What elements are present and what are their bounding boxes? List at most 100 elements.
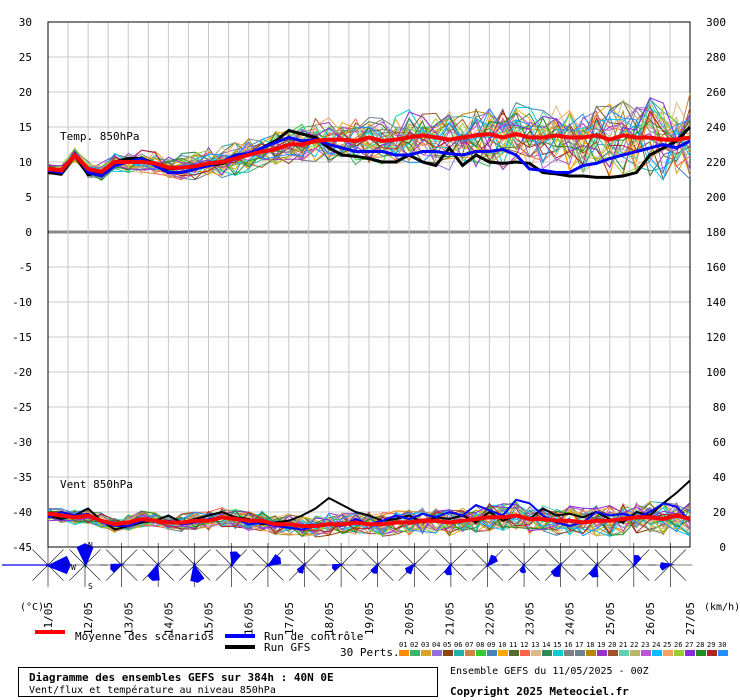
right-tick-label: 0 [719,541,726,554]
right-tick-label: 40 [713,471,726,484]
x-tick-label: 21/05 [443,602,456,635]
rose-spoke [105,549,122,566]
rose-spoke [178,549,195,566]
rose-spoke [157,564,174,581]
rose-spoke [670,564,687,581]
pert-id-label: 06 [454,641,462,649]
temp-control-line [47,135,691,178]
pert-id-label: 29 [707,641,715,649]
rose-petal [659,562,675,571]
temp-mean-line [47,131,691,174]
rose-spoke [84,564,101,581]
rose-spoke [121,564,138,581]
x-tick-label: 27/05 [684,602,697,635]
chart-grid [47,21,691,548]
rose-spoke [47,549,64,566]
rose-spoke [597,564,614,581]
x-tick-label: 22/05 [483,602,496,635]
rose-petal [332,563,345,572]
rose-spoke [654,564,671,581]
pert-id-label: 09 [487,641,495,649]
pert-swatch [696,650,706,656]
rose-spoke [157,549,174,566]
rose-spoke [340,564,357,581]
right-tick-label: 220 [706,156,726,169]
right-tick-label: 140 [706,296,726,309]
wind-rose [392,543,437,587]
pert-swatch [542,650,552,656]
x-tick-label: 12/05 [82,602,95,635]
pert-swatch [509,650,519,656]
gefs-ensemble-chart: 30 25 20 15 10 5 0 -5 -10 -15 -20 -25 -30 -35 -40 -45 30… [2,16,740,659]
x-tick-label: 20/05 [403,602,416,635]
left-tick-label: -40 [12,506,32,519]
pert-swatch [487,650,497,656]
chart-title: Diagramme des ensembles GEFS sur 384h : … [29,671,334,684]
rose-spoke [194,549,211,566]
pert-swatch [520,650,530,656]
legend-mean-label: Moyenne des scénarios [75,630,214,643]
copyright: Copyright 2025 Meteociel.fr [450,685,629,698]
pert-swatch [498,650,508,656]
pert-id-label: 20 [608,641,616,649]
rose-spoke [32,564,49,581]
right-tick-label: 160 [706,261,726,274]
rose-petal [484,554,498,568]
x-tick-label: 19/05 [363,602,376,635]
rose-spoke [633,564,650,581]
legend: Moyenne des scénarios Run de contrôle Ru… [35,630,728,659]
rose-spoke [215,564,232,581]
wind-rose [172,543,217,587]
x-tick-label: 25/05 [604,602,617,635]
rose-spoke [581,549,598,566]
pert-swatch [421,650,431,656]
chart-title-box: Diagramme des ensembles GEFS sur 384h : … [18,667,438,697]
rose-spoke [340,549,357,566]
rose-spoke [414,564,431,581]
x-tick-label: 17/05 [283,602,296,635]
rose-spoke [618,564,635,581]
rose-spoke [361,549,378,566]
rose-petal [190,561,205,583]
perturbation-swatches: 01 02 03 04 05 06 07 08 09 10 11 12 13 14 15 16 17 18 19 20… [399,641,728,656]
rose-petal [404,562,418,575]
rose-spoke [304,564,321,581]
pert-swatch [432,650,442,656]
pert-swatch [674,650,684,656]
pert-swatch [454,650,464,656]
pert-id-label: 26 [674,641,682,649]
left-tick-label: -15 [12,331,32,344]
rose-petal [550,561,563,578]
wind-rose [465,543,510,587]
rose-spoke [654,549,671,566]
rose-petal [76,543,94,569]
x-tick-label: 26/05 [644,602,657,635]
rose-spoke [288,549,305,566]
rose-spoke [560,564,577,581]
temp-pert-line [47,108,691,176]
rose-petal [296,561,307,574]
pert-id-label: 17 [575,641,583,649]
right-tick-label: 180 [706,226,726,239]
axis-tick-labels: 30 25 20 15 10 5 0 -5 -10 -15 -20 -25 -30 -35 -40 -45 30… [12,16,726,554]
pert-id-label: 10 [498,641,506,649]
rose-petal [588,561,599,578]
x-tick-label: 15/05 [203,602,216,635]
wind-rose [355,543,400,587]
rose-spoke [597,549,614,566]
left-tick-label: -5 [19,261,32,274]
pert-swatch [663,650,673,656]
rose-spoke [325,549,342,566]
rose-spoke [435,549,452,566]
rose-spoke [487,564,504,581]
right-tick-label: 120 [706,331,726,344]
rose-petal [632,555,642,569]
rose-spoke [450,564,467,581]
x-tick-label: 23/05 [524,602,537,635]
compass-west-label: W [71,563,76,572]
legend-control-label: Run de contrôle [264,630,363,643]
pert-swatch [707,650,717,656]
rose-spoke [560,549,577,566]
pert-swatch [641,650,651,656]
rose-spoke [544,549,561,566]
